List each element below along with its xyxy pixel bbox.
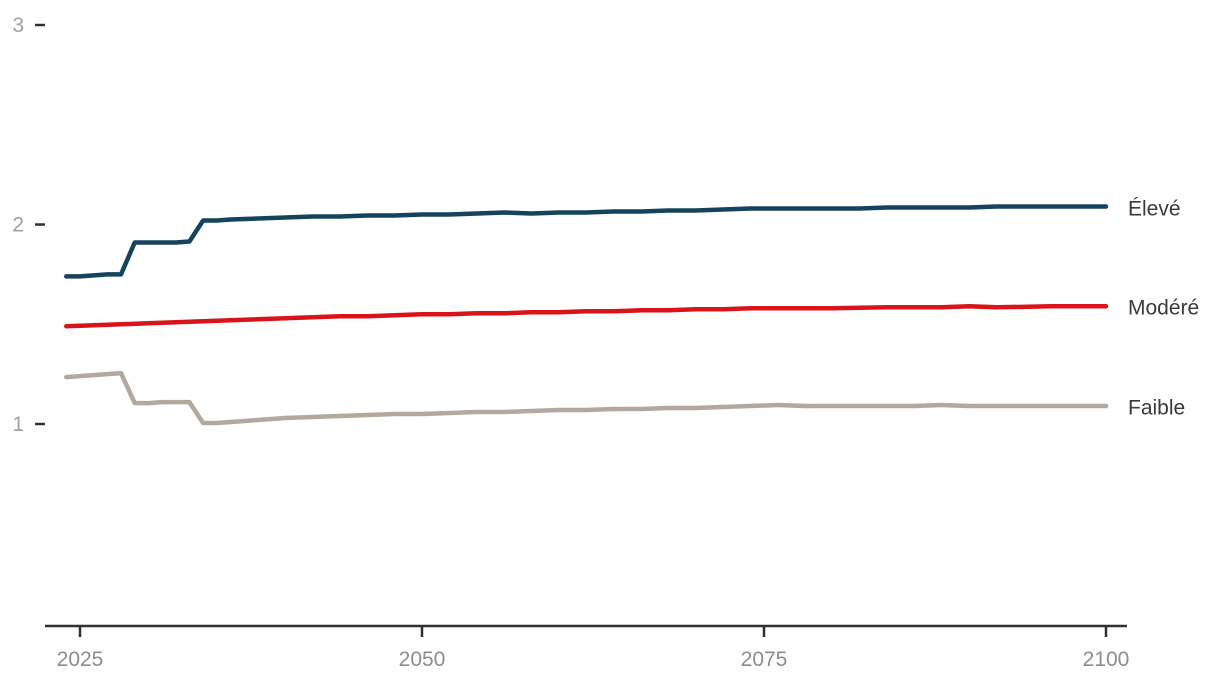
y-axis-tick-label: 2	[12, 214, 24, 237]
series-label-modere: Modéré	[1128, 296, 1200, 320]
series-line-eleve	[64, 204, 1109, 279]
y-axis-tick-label: 3	[12, 14, 24, 37]
series-label-faible: Faible	[1128, 396, 1186, 420]
series-line-modere	[64, 304, 1109, 329]
x-axis-tick-label: 2100	[1083, 648, 1130, 671]
y-axis-tick-label: 1	[12, 413, 24, 436]
x-axis-tick-label: 2075	[741, 648, 788, 671]
x-axis-tick-label: 2025	[57, 648, 104, 671]
series-label-eleve: Élevé	[1128, 197, 1181, 221]
series-line-faible	[64, 370, 1109, 426]
x-axis-tick-label: 2050	[399, 648, 446, 671]
